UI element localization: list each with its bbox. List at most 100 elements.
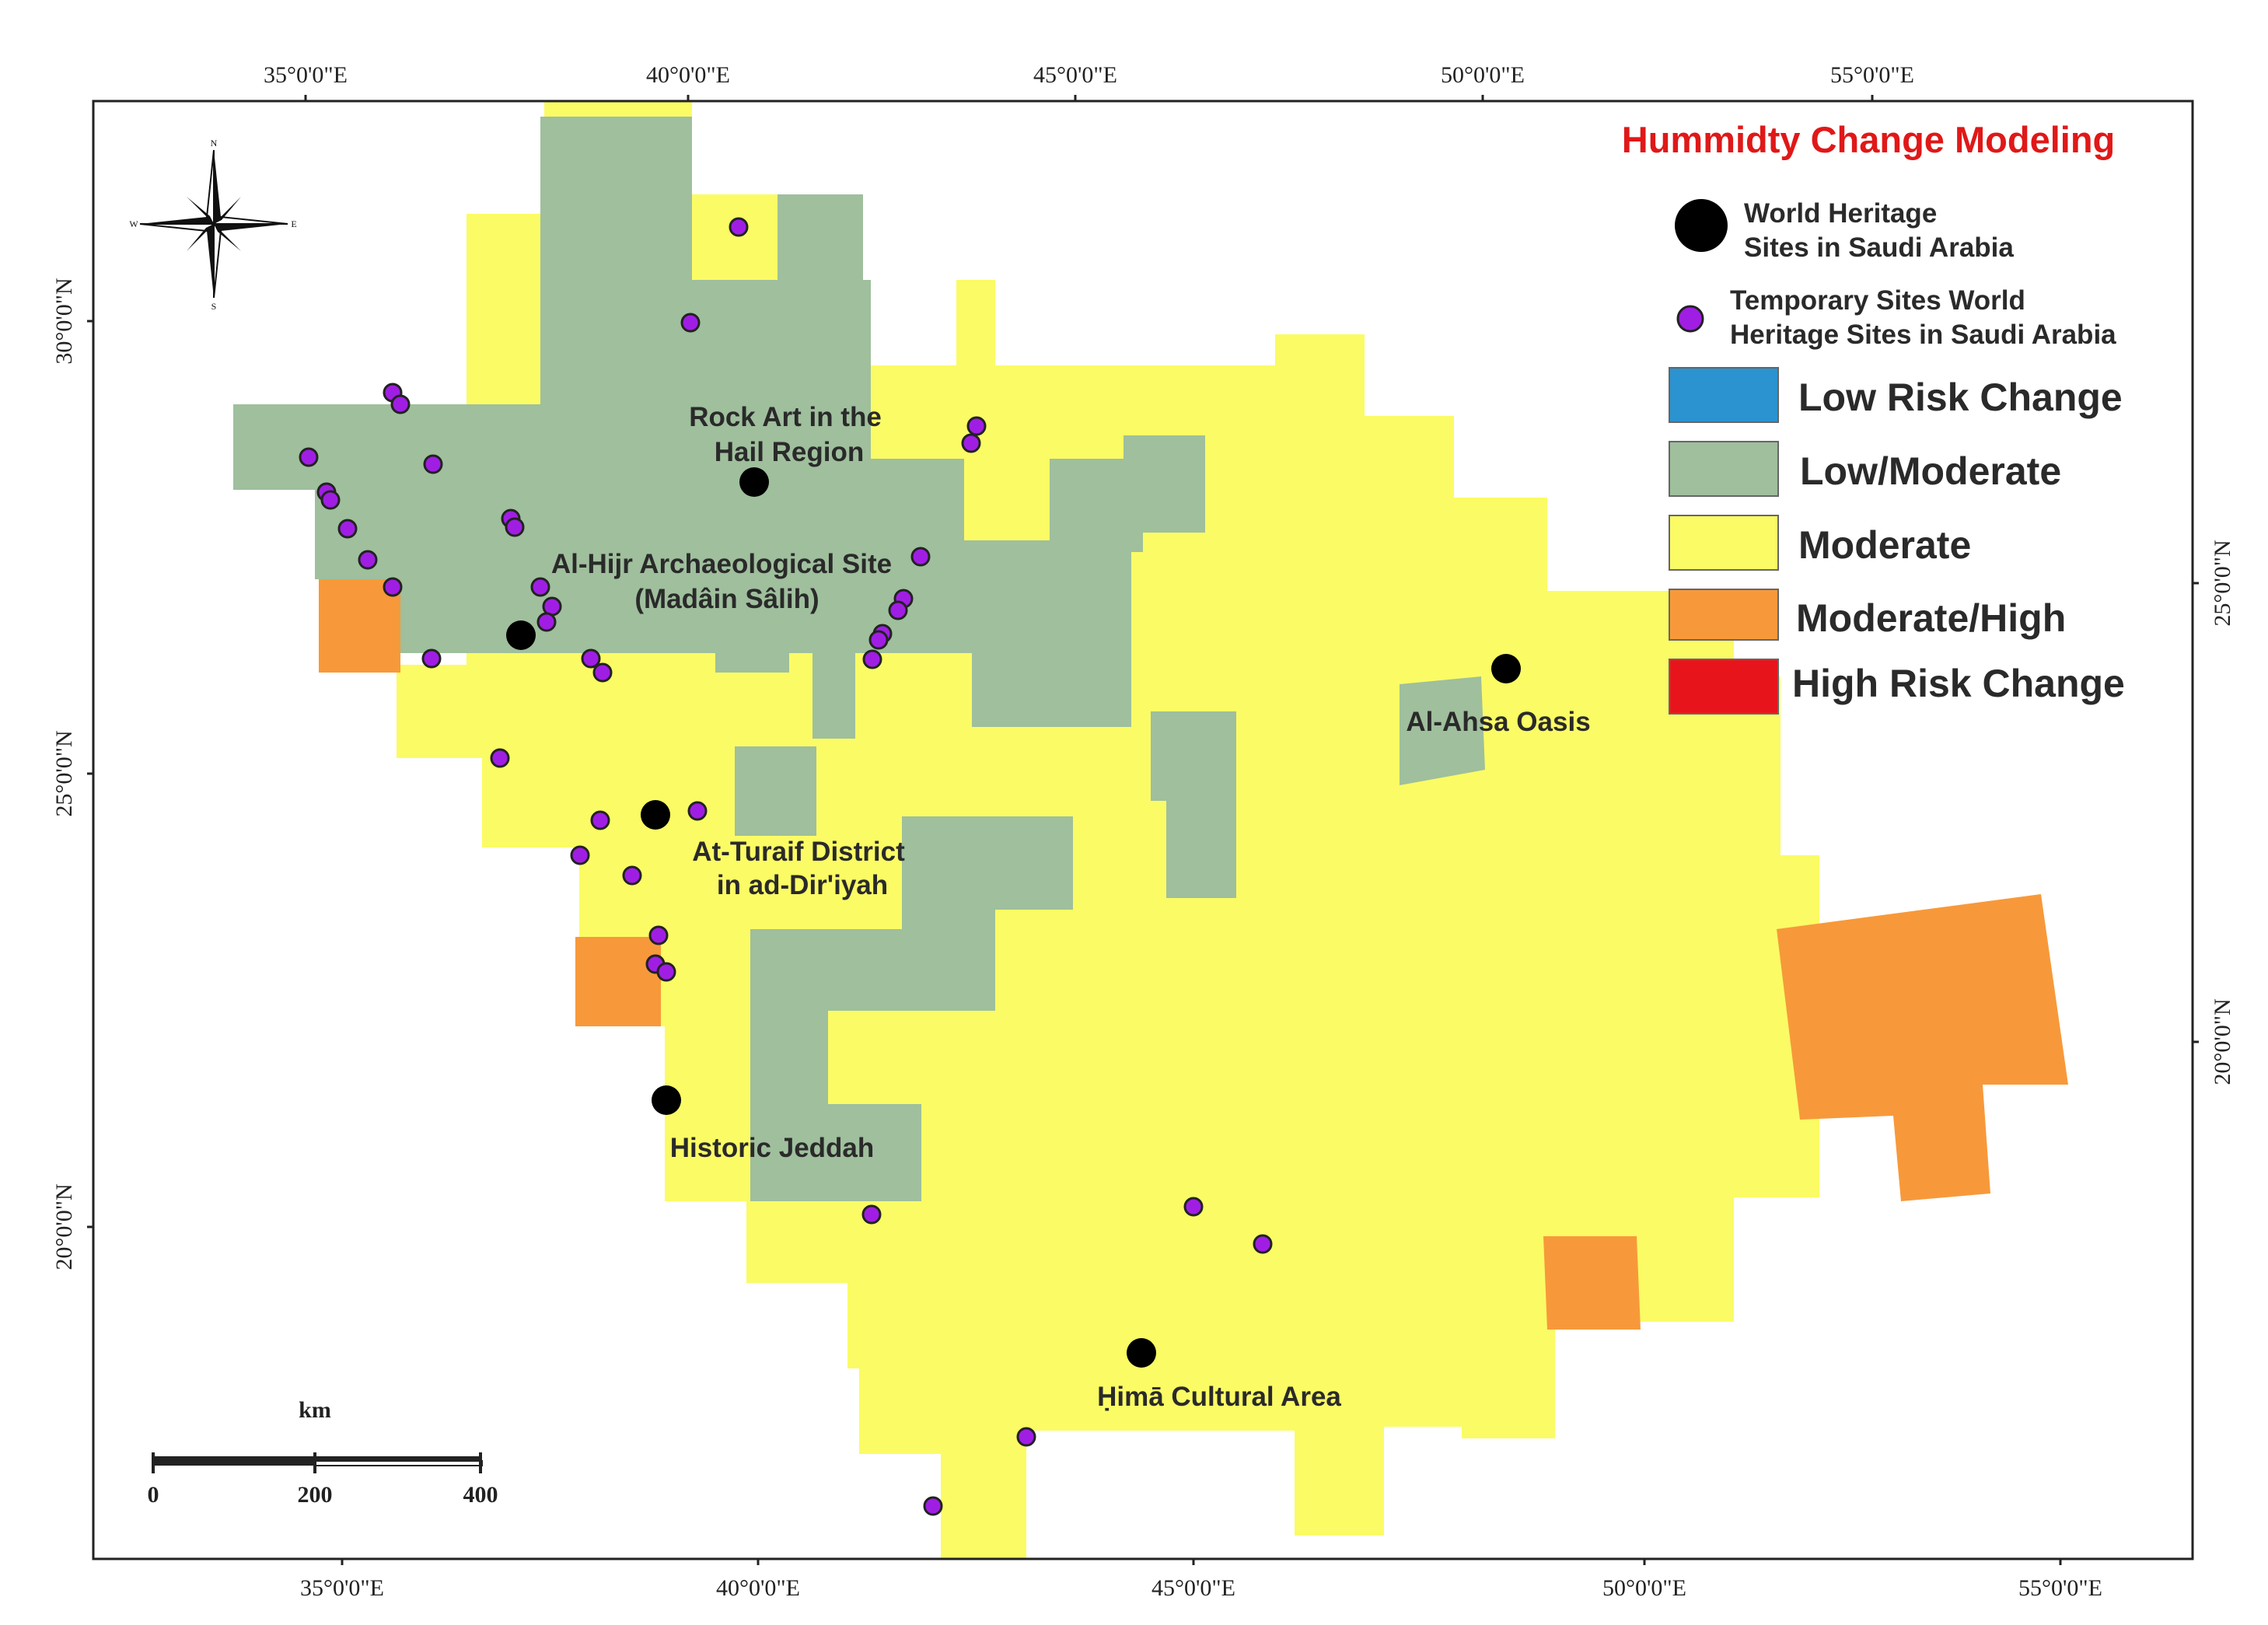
temporary-site-marker: [622, 865, 642, 886]
legend-temporary-label-line1: Temporary Sites World: [1730, 285, 2025, 316]
site-label-hail-line2: Hail Region: [715, 437, 865, 467]
temporary-site-marker: [729, 217, 749, 237]
site-label-hijr-line1: Al-Hijr Archaeological Site: [551, 549, 892, 579]
legend-label-low-risk: Low Risk Change: [1798, 376, 2123, 419]
scale-bar-unit: km: [299, 1397, 331, 1423]
temporary-site-marker: [656, 962, 676, 982]
moderate-high-zone-south: [1543, 1236, 1641, 1330]
temporary-site-marker: [923, 1496, 943, 1516]
temporary-site-marker: [358, 550, 378, 570]
scale-bar: km 0 200 400: [148, 1397, 498, 1508]
legend-temporary-site-symbol: [1676, 305, 1704, 333]
legend-swatch-moderate: [1669, 515, 1779, 571]
temporary-sites-layer: [299, 217, 1273, 1516]
bottom-tick-label: 50°0'0"E: [1602, 1575, 1686, 1601]
right-axis: 25°0'0"N 20°0'0"N: [2210, 540, 2235, 1085]
legend-title: Hummidty Change Modeling: [1622, 119, 2116, 160]
temporary-site-marker: [390, 394, 411, 414]
top-tick-label: 40°0'0"E: [646, 62, 730, 88]
temporary-site-marker: [530, 577, 550, 597]
site-label-hijr-line2: (Madâin Sâlih): [634, 584, 819, 614]
low-moderate-zone-tile-a: [1124, 435, 1205, 533]
temporary-site-marker: [505, 517, 525, 537]
world-heritage-site-marker-hima: [1127, 1338, 1156, 1368]
world-heritage-sites-layer: [506, 467, 1521, 1368]
moderate-high-zone-east: [1777, 894, 2068, 1201]
left-axis: 30°0'0"N 25°0'0"N 20°0'0"N: [51, 278, 77, 1270]
site-label-ahsa: Al-Ahsa Oasis: [1406, 707, 1590, 737]
world-heritage-site-marker-hijr: [506, 620, 536, 650]
moderate-high-zone: [319, 579, 2068, 1330]
site-labels: Rock Art in the Hail Region Al-Hijr Arch…: [551, 402, 1591, 1412]
temporary-site-marker: [648, 925, 669, 945]
temporary-site-marker: [888, 600, 908, 620]
low-moderate-zone: [233, 117, 1485, 1201]
compass-east-label: E: [291, 218, 296, 229]
temporary-site-marker: [490, 748, 510, 768]
bottom-axis: 35°0'0"E 40°0'0"E 45°0'0"E 50°0'0"E 55°0…: [300, 1575, 2102, 1601]
temporary-site-marker: [961, 433, 981, 453]
site-label-jeddah: Historic Jeddah: [670, 1133, 875, 1163]
right-tick-label: 25°0'0"N: [2210, 540, 2235, 626]
left-tick-label: 20°0'0"N: [51, 1183, 77, 1270]
scale-bar-label-200: 200: [298, 1482, 333, 1508]
bottom-tick-label: 55°0'0"E: [2018, 1575, 2102, 1601]
legend-world-heritage-symbol: [1675, 199, 1728, 252]
temporary-site-marker: [687, 801, 708, 821]
world-heritage-site-marker-hail: [739, 467, 769, 497]
right-tick-label: 20°0'0"N: [2210, 998, 2235, 1085]
bottom-tick-label: 35°0'0"E: [300, 1575, 384, 1601]
moderate-high-zone-west: [319, 579, 400, 673]
scale-bar-label-400: 400: [463, 1482, 498, 1508]
temporary-site-marker: [590, 810, 610, 830]
legend-label-low-moderate: Low/Moderate: [1800, 449, 2061, 493]
site-label-turaif-line2: in ad-Dir'iyah: [717, 870, 888, 900]
legend-world-heritage-label-line2: Sites in Saudi Arabia: [1744, 232, 2014, 263]
temporary-site-marker: [383, 577, 403, 597]
legend-label-moderate: Moderate: [1798, 523, 1971, 567]
top-tick-label: 35°0'0"E: [264, 62, 348, 88]
world-heritage-site-marker-ahsa: [1491, 654, 1521, 683]
legend-label-moderate-high: Moderate/High: [1796, 596, 2066, 640]
temporary-site-marker: [320, 490, 341, 510]
low-moderate-zone-central: [750, 816, 1073, 1201]
compass-north-label: N: [211, 138, 218, 149]
world-heritage-site-marker-turaif: [641, 800, 670, 830]
legend-label-high-risk: High Risk Change: [1792, 662, 2125, 705]
temporary-site-marker: [861, 1204, 882, 1225]
legend: Hummidty Change Modeling World Heritage …: [1622, 119, 2125, 715]
legend-swatch-low-moderate: [1669, 441, 1779, 497]
temporary-site-marker: [581, 648, 601, 669]
temporary-site-marker: [966, 416, 987, 436]
temporary-site-marker: [680, 313, 701, 333]
top-axis: 35°0'0"E 40°0'0"E 45°0'0"E 50°0'0"E 55°0…: [264, 62, 1914, 88]
compass-rose-icon: N S E W: [129, 138, 296, 312]
low-moderate-zone-tile-b: [1151, 711, 1236, 898]
world-heritage-site-marker-jeddah: [652, 1085, 681, 1115]
temporary-site-marker: [1183, 1197, 1204, 1217]
moderate-high-zone-coast: [575, 937, 661, 1026]
low-moderate-zone-tile-c: [735, 746, 816, 836]
legend-swatch-high-risk: [1669, 659, 1779, 715]
temporary-site-marker: [592, 662, 613, 683]
temporary-site-marker: [536, 612, 557, 632]
temporary-site-marker: [299, 447, 319, 467]
graticule-ticks: [87, 95, 2199, 1565]
compass-south-label: S: [211, 301, 217, 312]
legend-world-heritage-label-line1: World Heritage: [1744, 198, 1937, 229]
temporary-site-marker: [862, 649, 882, 669]
temporary-site-marker: [421, 648, 442, 669]
top-tick-label: 50°0'0"E: [1441, 62, 1525, 88]
left-tick-label: 25°0'0"N: [51, 730, 77, 816]
temporary-site-marker: [910, 547, 931, 567]
left-tick-label: 30°0'0"N: [51, 278, 77, 364]
site-label-hima: Ḥimā Cultural Area: [1097, 1382, 1341, 1412]
site-label-turaif-line1: At-Turaif District: [692, 837, 905, 867]
temporary-site-marker: [337, 519, 358, 539]
compass-west-label: W: [129, 218, 138, 229]
low-moderate-zone-ahsa: [1400, 676, 1485, 785]
temporary-site-marker: [1253, 1234, 1273, 1254]
map-frame-border: [92, 100, 2194, 1560]
bottom-tick-label: 45°0'0"E: [1151, 1575, 1235, 1601]
